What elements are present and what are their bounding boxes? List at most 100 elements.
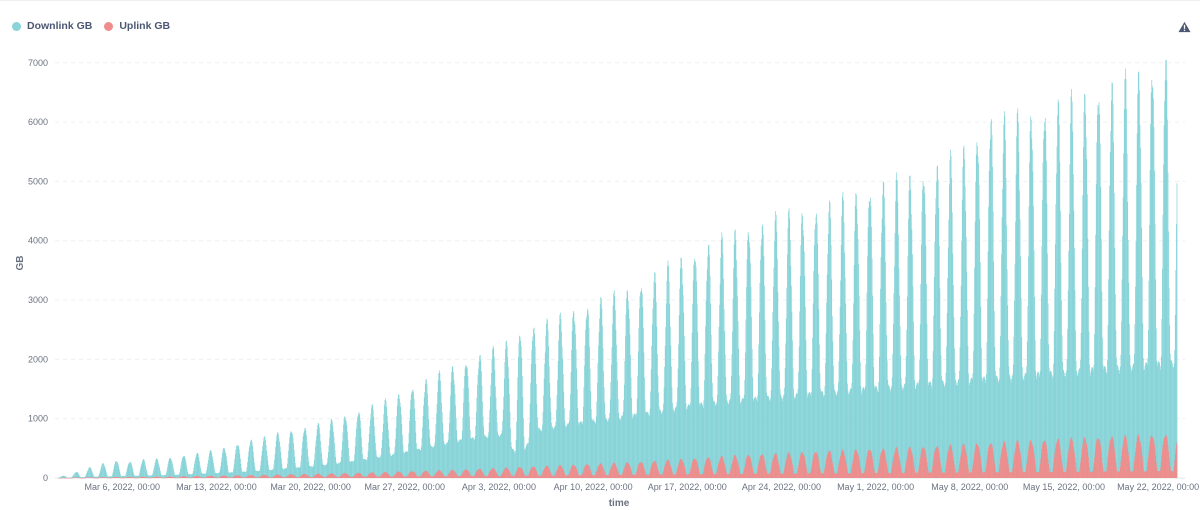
bar [946,312,948,478]
legend-item-downlink[interactable]: Downlink GB [12,20,92,32]
bar [293,475,295,478]
bar [882,449,884,478]
bar [94,476,95,478]
bar [502,471,504,478]
bar [825,363,826,478]
bar [311,477,313,478]
bar [1088,462,1090,478]
bar [320,440,321,478]
bar [1007,305,1009,478]
bar [389,446,390,478]
bar [591,418,593,478]
bar [176,474,177,478]
bar [900,355,902,478]
bar [612,463,614,478]
bar [1096,142,1098,479]
bar [155,476,157,478]
bar [91,477,93,478]
bar [764,319,766,478]
bar [252,446,254,478]
bar [163,475,165,478]
bar [765,466,766,478]
bar [949,159,951,478]
bar [582,472,584,478]
bar [675,474,677,478]
bar [560,318,562,478]
bar [377,457,379,478]
bar [512,448,514,478]
bar [494,370,496,478]
bar [859,362,861,478]
bar [883,448,885,478]
bar [802,452,803,478]
bar [876,386,877,478]
bar [824,386,826,478]
bar [195,458,196,478]
bar [270,470,272,478]
bar [629,334,631,478]
bar [90,477,92,478]
bar [368,433,370,478]
bar [1016,136,1018,478]
x-tick-label: May 15, 2022, 00:00 [1023,482,1105,492]
bar [354,475,356,478]
bar [473,476,475,478]
legend-item-uplink[interactable]: Uplink GB [104,20,170,32]
bar [828,451,830,478]
bar [393,475,395,478]
bar [975,443,977,478]
bar [301,448,303,478]
bar [1026,366,1028,478]
bar [474,474,476,478]
bar [180,476,182,478]
bar [682,462,684,478]
bar [1140,443,1141,478]
bar [1075,467,1077,478]
bar [674,410,676,478]
bar [735,239,737,478]
bar [189,474,191,478]
bar [394,452,395,478]
bar [389,453,391,478]
warning-triangle-icon[interactable] [1178,21,1191,33]
bar [304,427,306,478]
bar [831,461,833,478]
bar [945,382,946,478]
bar [509,411,511,478]
bar [69,477,71,479]
bar [803,236,805,478]
bar [614,464,616,478]
bar [758,344,760,478]
bar [1159,471,1160,478]
bar [642,465,644,478]
bar [589,468,591,478]
bar [67,477,69,479]
bar [71,477,73,479]
bar [937,179,939,478]
bar [117,462,118,478]
bar [945,464,947,478]
bar [886,463,887,478]
bar [495,397,497,478]
bar [464,469,465,478]
bar [582,421,584,478]
bar [700,474,702,478]
bar [961,199,963,479]
bar [602,465,603,478]
bar [269,470,271,478]
bar [873,467,875,478]
bar [563,471,565,478]
bar [664,366,666,478]
bar [928,472,930,478]
bar [111,475,113,478]
bar [694,459,696,478]
bar [452,366,454,478]
bar [622,473,623,478]
bar [1156,361,1158,478]
bar [293,449,295,478]
bar [268,476,269,478]
bar [699,403,700,478]
bar [159,477,161,478]
bar [109,477,111,479]
bar [837,390,839,478]
